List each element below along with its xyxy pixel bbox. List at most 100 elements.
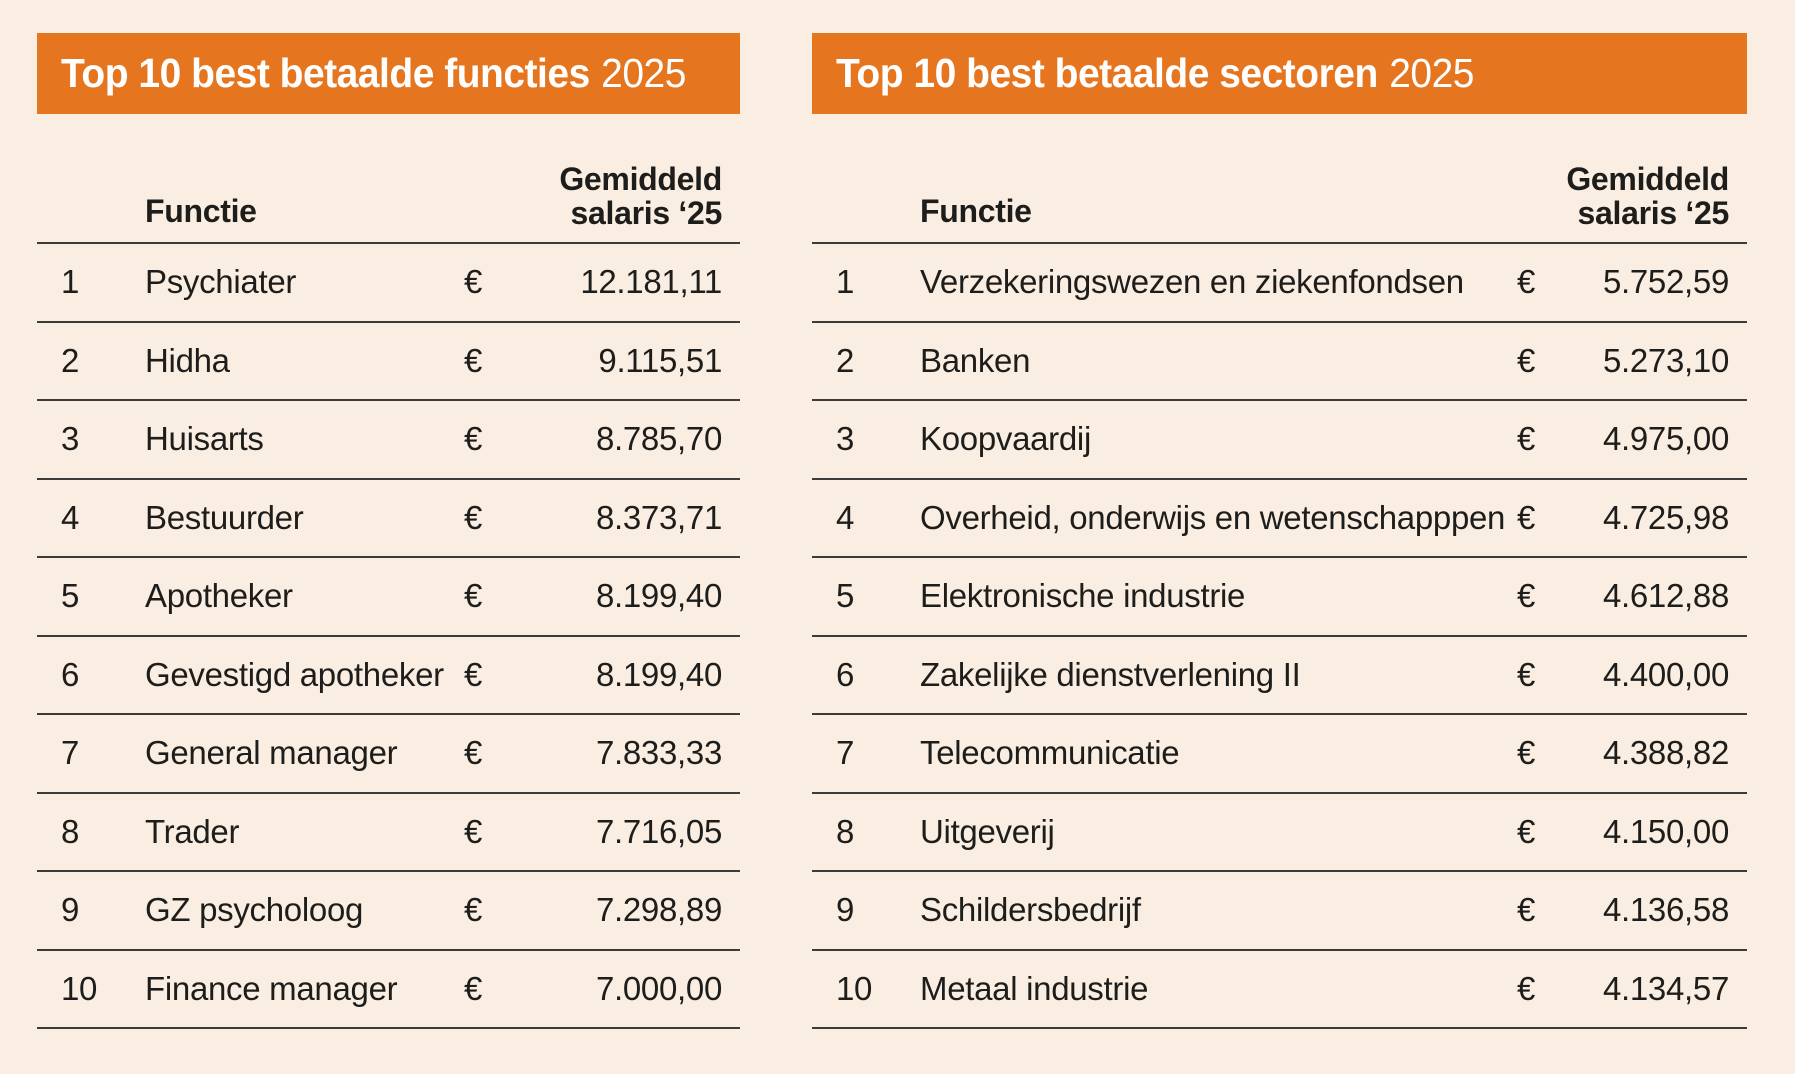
euro-sign: € — [1517, 891, 1536, 929]
table-row: 2 Banken € 5.273,10 — [812, 323, 1747, 401]
name-cell: Apotheker — [145, 577, 293, 615]
euro-sign: € — [464, 341, 483, 379]
rank-cell: 6 — [61, 655, 80, 693]
title-bar-functies: Top 10 best betaalde functies 2025 — [37, 33, 740, 114]
euro-sign: € — [1517, 969, 1536, 1007]
name-cell: Uitgeverij — [920, 812, 1055, 850]
euro-sign: € — [1517, 498, 1536, 536]
salary-cell: 7.716,05 — [595, 812, 722, 850]
table-row: 7 General manager € 7.833,33 — [37, 715, 740, 794]
table-panel-sectoren: Top 10 best betaalde sectoren 2025 Functi… — [812, 33, 1747, 1029]
euro-sign: € — [464, 969, 483, 1007]
euro-sign: € — [1517, 263, 1536, 301]
name-cell: General manager — [145, 734, 398, 772]
name-cell: Gevestigd apotheker — [145, 655, 444, 693]
name-cell: Huisarts — [145, 420, 264, 458]
salary-cell: 4.975,00 — [1602, 420, 1729, 458]
salary-cell: 4.612,88 — [1602, 577, 1729, 615]
rank-cell: 2 — [836, 341, 855, 379]
salary-cell: 8.199,40 — [595, 577, 722, 615]
column-header-salary-line2: salaris ‘25 — [1577, 195, 1730, 231]
salary-cell: 7.298,89 — [595, 891, 722, 929]
salary-cell: 8.373,71 — [595, 498, 722, 536]
name-cell: Overheid, onderwijs en wetenschapppen — [920, 498, 1506, 536]
name-cell: Bestuurder — [145, 498, 304, 536]
euro-sign: € — [464, 577, 483, 615]
salary-cell: 4.388,82 — [1602, 734, 1729, 772]
name-cell: Metaal industrie — [920, 969, 1149, 1007]
rank-cell: 5 — [836, 577, 855, 615]
table-row: 4 Bestuurder € 8.373,71 — [37, 480, 740, 558]
rank-cell: 7 — [836, 734, 855, 772]
euro-sign: € — [464, 420, 483, 458]
euro-sign: € — [1517, 577, 1536, 615]
name-cell: Telecommunicatie — [920, 734, 1180, 772]
name-cell: Psychiater — [145, 263, 297, 301]
name-cell: Zakelijke dienstverlening II — [920, 655, 1301, 693]
column-headers: Functie Gemiddeld salaris ‘25 — [37, 162, 740, 244]
rank-cell: 8 — [61, 812, 80, 850]
table-row: 3 Huisarts € 8.785,70 — [37, 401, 740, 480]
rank-cell: 9 — [61, 891, 80, 929]
rank-cell: 4 — [61, 498, 80, 536]
salary-cell: 4.150,00 — [1602, 812, 1729, 850]
rank-cell: 1 — [61, 263, 80, 301]
table-row: 8 Uitgeverij € 4.150,00 — [812, 794, 1747, 872]
table-row: 10 Metaal industrie € 4.134,57 — [812, 951, 1747, 1029]
rank-cell: 4 — [836, 498, 855, 536]
panel-title-year: 2025 — [601, 50, 686, 96]
rank-cell: 10 — [61, 969, 98, 1007]
column-header-salary: Gemiddeld salaris ‘25 — [559, 162, 740, 230]
title-bar-sectoren: Top 10 best betaalde sectoren 2025 — [812, 33, 1747, 114]
euro-sign: € — [464, 812, 483, 850]
salary-cell: 8.199,40 — [595, 655, 722, 693]
euro-sign: € — [1517, 420, 1536, 458]
table-row: 6 Gevestigd apotheker € 8.199,40 — [37, 637, 740, 715]
table-panel-functies: Top 10 best betaalde functies 2025 Functi… — [37, 33, 740, 1029]
panel-title-main: Top 10 best betaalde sectoren — [836, 50, 1378, 96]
name-cell: GZ psycholoog — [145, 891, 364, 929]
panel-title-year: 2025 — [1389, 50, 1474, 96]
column-header-functie: Functie — [920, 193, 1032, 229]
rank-cell: 2 — [61, 341, 80, 379]
panel-title-main: Top 10 best betaalde functies — [61, 50, 590, 96]
table-row: 2 Hidha € 9.115,51 — [37, 323, 740, 401]
euro-sign: € — [1517, 341, 1536, 379]
salary-cell: 5.752,59 — [1602, 263, 1729, 301]
table-row: 6 Zakelijke dienstverlening II € 4.400,0… — [812, 637, 1747, 715]
table-row: 9 GZ psycholoog € 7.298,89 — [37, 872, 740, 951]
rank-cell: 8 — [836, 812, 855, 850]
salary-cell: 7.833,33 — [595, 734, 722, 772]
euro-sign: € — [1517, 655, 1536, 693]
name-cell: Verzekeringswezen en ziekenfondsen — [920, 263, 1464, 301]
table-row: 4 Overheid, onderwijs en wetenschapppen … — [812, 480, 1747, 558]
table-row: 5 Elektronische industrie € 4.612,88 — [812, 558, 1747, 637]
column-header-salary-line2: salaris ‘25 — [570, 195, 723, 231]
table-row: 9 Schildersbedrijf € 4.136,58 — [812, 872, 1747, 951]
salary-cell: 4.136,58 — [1602, 891, 1729, 929]
rank-cell: 3 — [836, 420, 855, 458]
euro-sign: € — [464, 891, 483, 929]
column-header-salary-line1: Gemiddeld — [1566, 161, 1729, 197]
rank-cell: 3 — [61, 420, 80, 458]
salary-cell: 7.000,00 — [595, 969, 722, 1007]
euro-sign: € — [1517, 734, 1536, 772]
rank-cell: 9 — [836, 891, 855, 929]
name-cell: Elektronische industrie — [920, 577, 1246, 615]
euro-sign: € — [464, 263, 483, 301]
rank-cell: 10 — [836, 969, 873, 1007]
column-header-salary-line1: Gemiddeld — [559, 161, 722, 197]
name-cell: Trader — [145, 812, 240, 850]
euro-sign: € — [464, 734, 483, 772]
salary-cell: 4.725,98 — [1602, 498, 1729, 536]
rank-cell: 5 — [61, 577, 80, 615]
table-row: 10 Finance manager € 7.000,00 — [37, 951, 740, 1029]
table-row: 7 Telecommunicatie € 4.388,82 — [812, 715, 1747, 794]
table-row: 1 Verzekeringswezen en ziekenfondsen € 5… — [812, 244, 1747, 323]
name-cell: Koopvaardij — [920, 420, 1091, 458]
euro-sign: € — [1517, 812, 1536, 850]
salary-cell: 8.785,70 — [595, 420, 722, 458]
rank-cell: 7 — [61, 734, 80, 772]
rank-cell: 1 — [836, 263, 855, 301]
